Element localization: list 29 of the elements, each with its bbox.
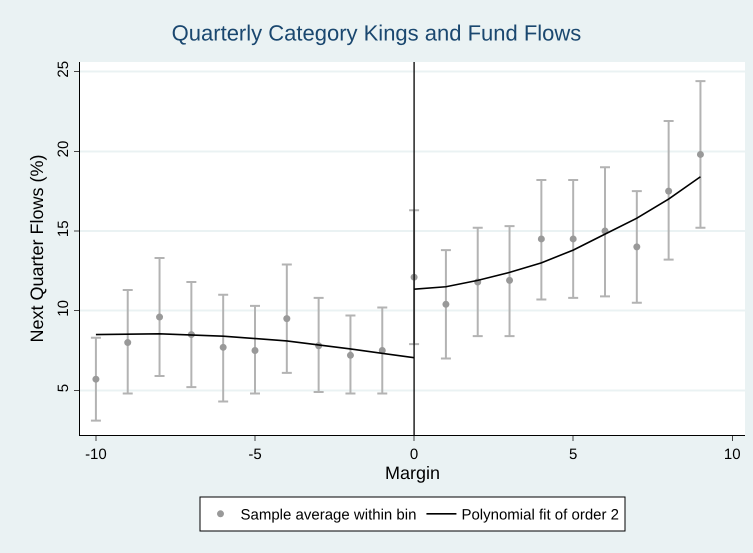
point <box>696 150 704 158</box>
point <box>506 276 514 284</box>
y-axis-title: Next Quarter Flows (%) <box>27 154 48 343</box>
x-tick-label: 10 <box>724 446 741 463</box>
y-tick-label: 25 <box>55 60 72 78</box>
x-tick-label: 0 <box>410 446 418 463</box>
point <box>220 344 227 351</box>
x-tick-label: 5 <box>569 446 578 463</box>
x-axis-title: Margin <box>384 463 440 483</box>
x-tick-label: -5 <box>248 446 262 463</box>
y-tick-label: 10 <box>55 300 72 317</box>
point <box>252 347 258 354</box>
point <box>283 315 290 322</box>
point <box>92 376 100 383</box>
y-tick-label: 5 <box>55 384 72 392</box>
legend-label: Sample average within bin <box>240 506 416 524</box>
point <box>442 300 450 308</box>
x-tick-label: -10 <box>85 446 107 463</box>
point <box>124 339 132 346</box>
point <box>570 235 577 242</box>
y-tick-label: 20 <box>55 140 72 158</box>
legend-label: Polynomial fit of order 2 <box>461 506 620 524</box>
point <box>346 352 354 359</box>
point <box>633 243 640 250</box>
point <box>665 188 672 195</box>
chart-title: Quarterly Category Kings and Fund Flows <box>172 20 582 46</box>
y-tick-label: 15 <box>55 220 72 238</box>
point <box>538 235 545 242</box>
point <box>156 314 164 321</box>
